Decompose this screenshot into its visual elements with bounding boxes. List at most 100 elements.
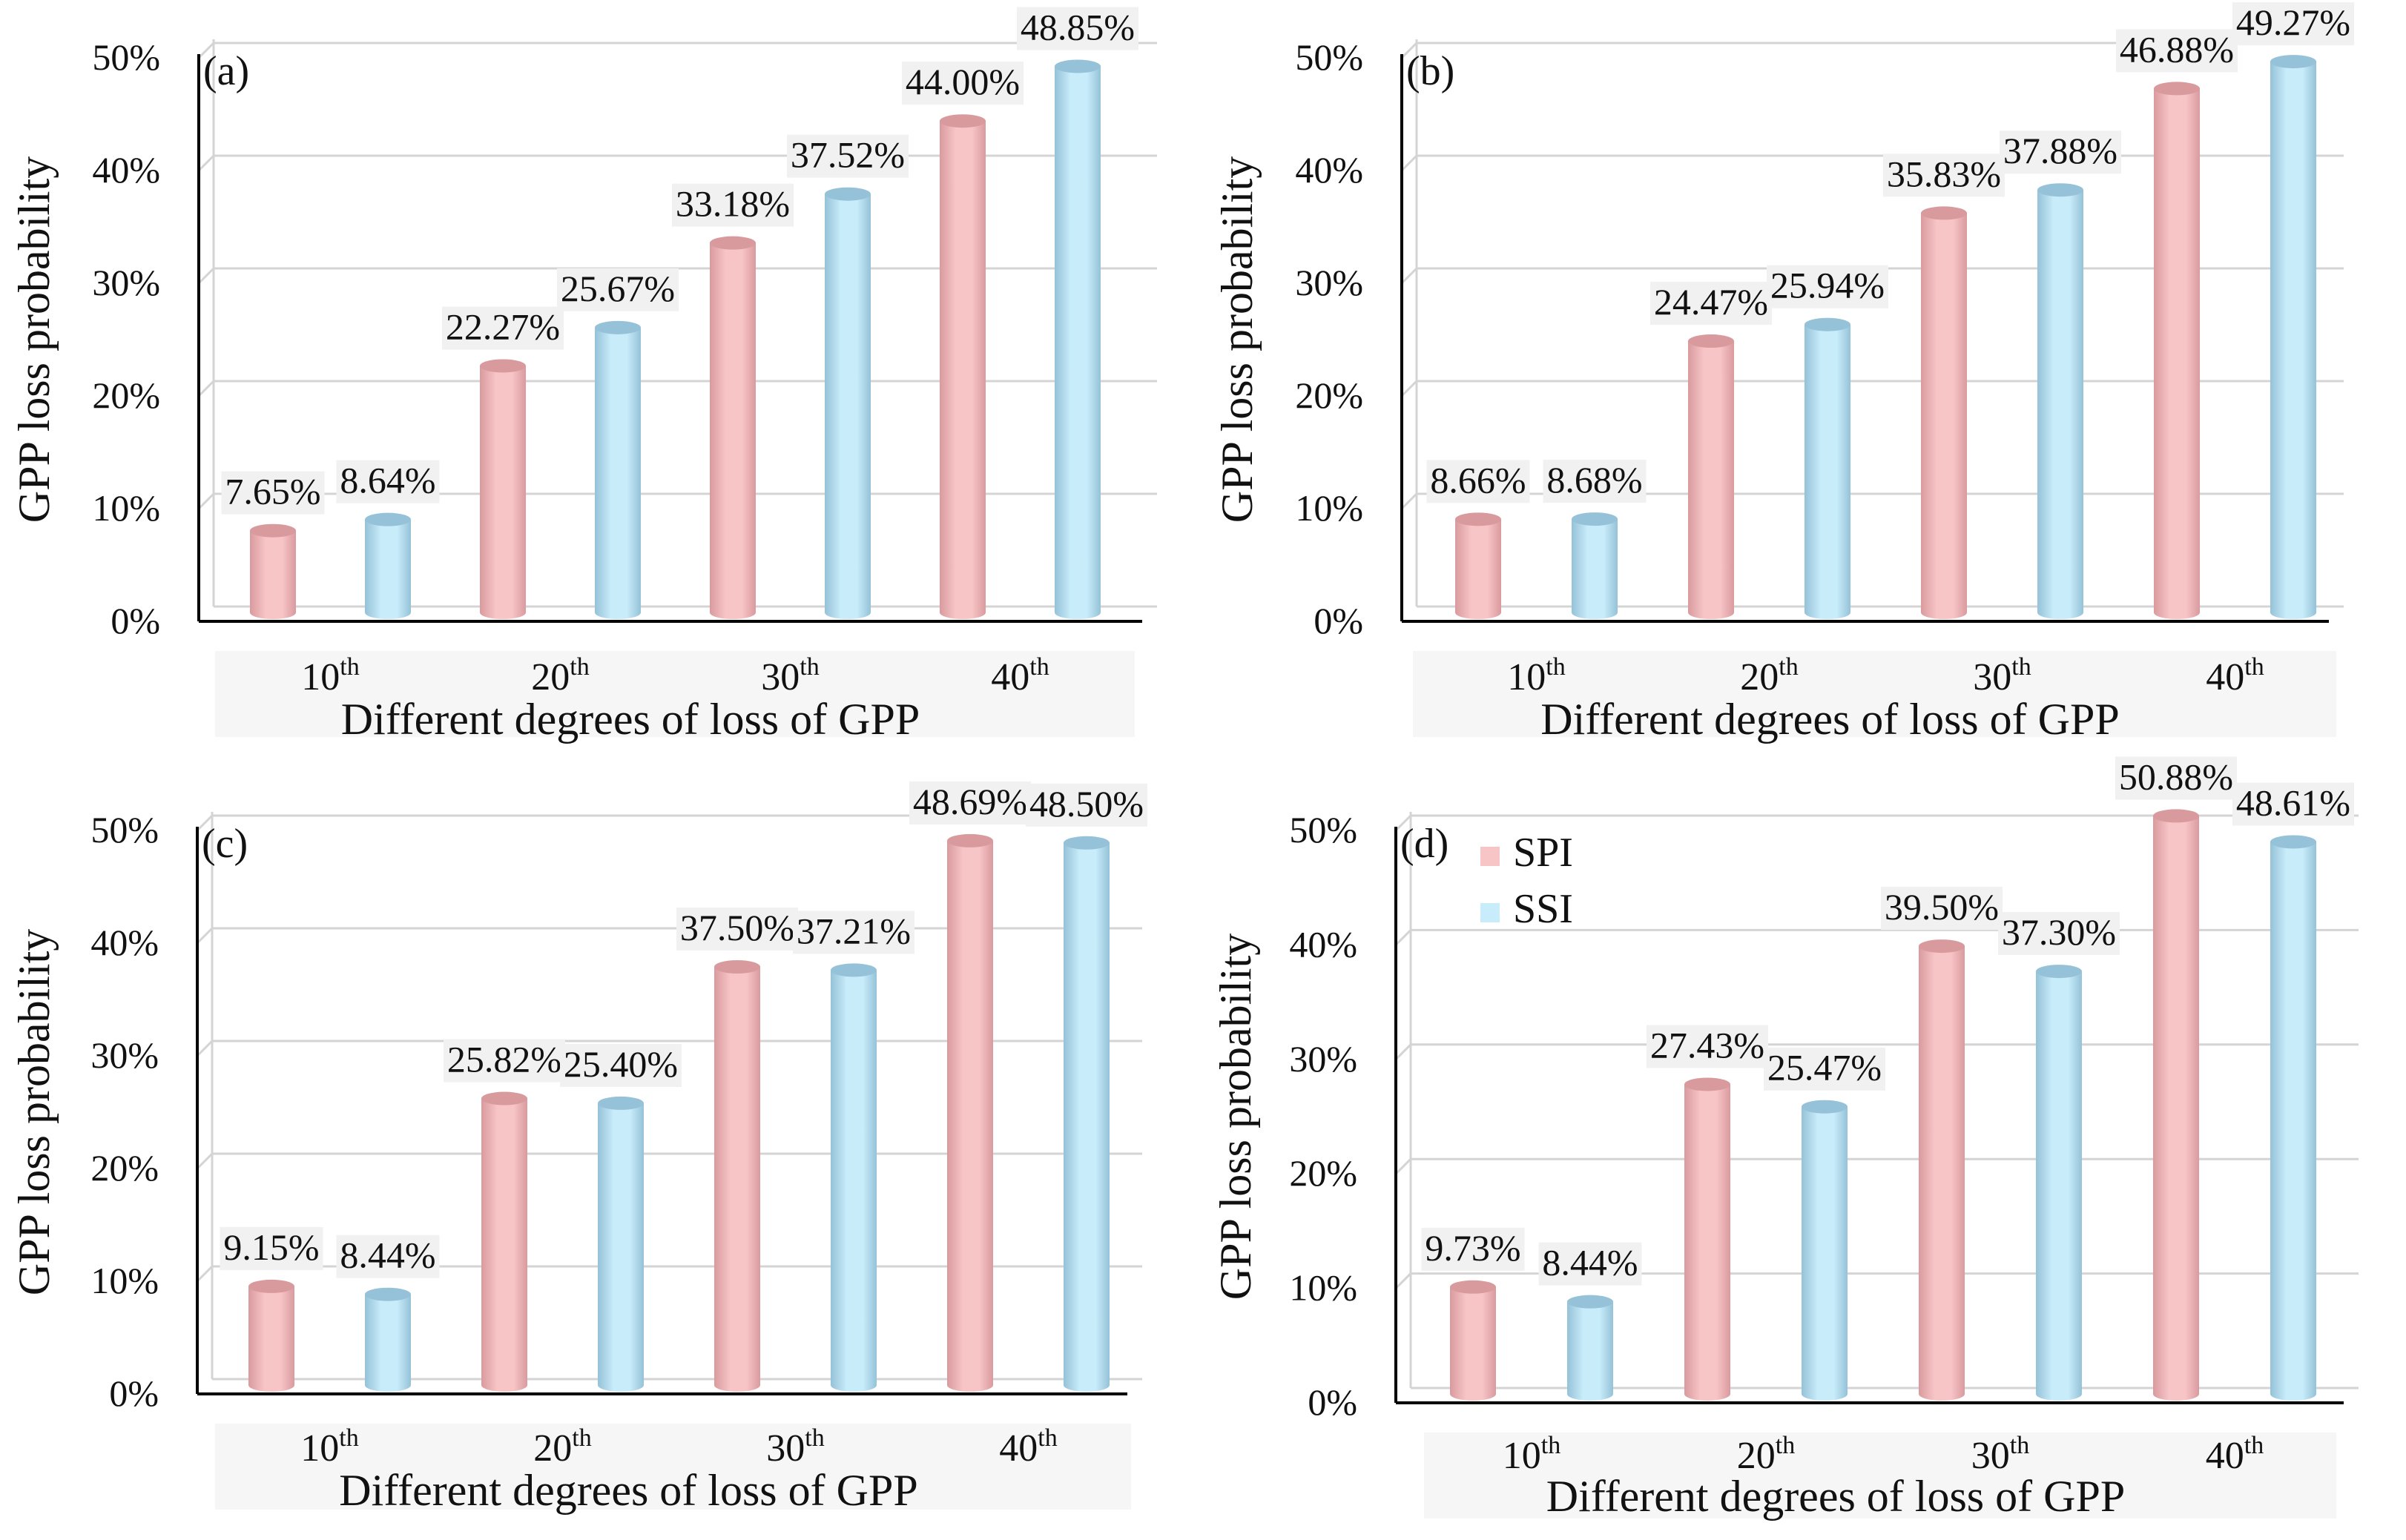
bar-top — [598, 1096, 644, 1110]
x-tick-base: 40 — [2206, 1435, 2244, 1477]
chart-panel-c: 0% 10% 20% 30% 40% 50% GPP loss probability (c)… — [10, 781, 1147, 1515]
legend-swatch-ssi — [1480, 903, 1500, 922]
data-label-bg — [676, 908, 798, 951]
y-tick-label: 20% — [92, 374, 160, 416]
data-label-bg — [787, 134, 909, 178]
panel-label: (a) — [203, 48, 249, 94]
data-label: 35.83% — [1887, 153, 2001, 194]
bar-body — [947, 840, 993, 1385]
data-label-bg — [336, 460, 440, 503]
x-tick-label: 10th — [1507, 653, 1565, 698]
y-axis-title: GPP loss probability — [10, 929, 59, 1296]
x-tick-label: 30th — [1971, 1432, 2029, 1477]
bar-body — [1684, 1084, 1730, 1394]
x-tick-base: 10 — [300, 1427, 339, 1470]
spi-bar-10 — [1450, 1280, 1496, 1401]
x-tick-label: 30th — [761, 653, 819, 698]
data-label: 25.94% — [1770, 265, 1885, 306]
bar-base — [480, 606, 526, 619]
bar-top — [2036, 965, 2082, 979]
bar-base — [2270, 606, 2316, 619]
gridline-slant — [1400, 267, 1418, 285]
x-tick-label: 40th — [991, 653, 1049, 698]
y-tick-label: 20% — [90, 1147, 159, 1189]
bar-base — [1567, 1387, 1613, 1401]
data-label-bg — [560, 1043, 682, 1087]
x-label-band — [1424, 1432, 2336, 1518]
spi-bar-20 — [1684, 1077, 1730, 1401]
data-label-bg — [1764, 1047, 1885, 1091]
bar-base — [825, 606, 871, 619]
bar-body — [2036, 971, 2082, 1394]
y-axis-title: GPP loss probability — [10, 156, 59, 523]
data-label: 48.69% — [913, 781, 1027, 822]
bar-body — [598, 1103, 644, 1385]
x-tick-label: 40th — [2206, 653, 2264, 698]
bar-body — [940, 121, 986, 612]
x-tick-sup: th — [2011, 653, 2031, 681]
x-tick-sup: th — [1779, 653, 1798, 681]
x-tick-base: 10 — [301, 656, 340, 698]
bar-body — [481, 1098, 527, 1385]
x-tick-sup: th — [572, 1424, 591, 1452]
data-label-bg — [444, 1039, 565, 1083]
bar-top — [248, 1279, 294, 1293]
bar-base — [481, 1378, 527, 1392]
bar-top — [365, 1287, 411, 1301]
bar-top — [831, 963, 877, 977]
data-label-bg — [793, 911, 914, 954]
bar-base — [2153, 1387, 2199, 1401]
data-label: 8.44% — [1542, 1242, 1638, 1283]
ssi-bar-10 — [365, 1287, 411, 1392]
bar-body — [365, 1294, 411, 1385]
gridline-slant — [1394, 814, 1412, 832]
spi-bar-30 — [1921, 206, 1967, 619]
panel-label: (c) — [202, 821, 248, 867]
bar-top — [1919, 939, 1965, 954]
x-tick-label: 20th — [1737, 1432, 1795, 1477]
data-label: 44.00% — [906, 61, 1020, 102]
ssi-bar-10 — [1572, 512, 1618, 619]
legend: SPI SSI — [1480, 830, 1573, 932]
chart-panel-b: 0% 10% 20% 30% 40% 50% GPP loss probability (b)… — [1213, 1, 2354, 744]
gridline-slant — [1400, 380, 1418, 397]
data-label-bg — [902, 62, 1024, 105]
bar-top — [1064, 836, 1110, 850]
bar-body — [1055, 66, 1101, 613]
x-tick-base: 30 — [766, 1427, 805, 1470]
x-tick-sup: th — [805, 1424, 824, 1452]
ssi-bar-20 — [1802, 1100, 1848, 1401]
bar-body — [1450, 1286, 1496, 1394]
x-tick-label: 30th — [766, 1424, 824, 1470]
bar-top — [947, 833, 993, 847]
bar-base — [1802, 1387, 1848, 1401]
y-tick-label: 50% — [1289, 809, 1357, 850]
spi-bar-20 — [1688, 334, 1734, 619]
data-label-bg — [1426, 460, 1530, 503]
x-tick-base: 40 — [2206, 656, 2244, 698]
bar-base — [1455, 606, 1501, 619]
y-tick-label: 30% — [90, 1034, 159, 1076]
bar-top — [825, 187, 871, 201]
data-label: 48.61% — [2236, 781, 2350, 823]
bar-body — [365, 519, 411, 612]
bar-body — [2270, 62, 2316, 612]
data-label-bg — [1650, 282, 1772, 325]
data-label: 25.47% — [1767, 1047, 1882, 1088]
data-label-bg — [2232, 2, 2354, 46]
x-tick-base: 30 — [761, 656, 800, 698]
bar-base — [1921, 606, 1967, 619]
bar-body — [1455, 519, 1501, 612]
legend-swatch-spi — [1480, 847, 1500, 866]
x-axis-title: Different degrees of loss of GPP — [339, 1466, 917, 1515]
bar-top — [1688, 334, 1734, 348]
bar-body — [1572, 519, 1618, 612]
bar-body — [480, 366, 526, 612]
x-label-band — [215, 1424, 1131, 1510]
data-label: 39.50% — [1885, 886, 1999, 928]
y-tick-label: 40% — [90, 922, 159, 963]
bar-body — [831, 970, 877, 1385]
data-label-bg — [1647, 1025, 1768, 1068]
y-tick-label: 10% — [1289, 1267, 1357, 1309]
bar-body — [1921, 213, 1967, 612]
